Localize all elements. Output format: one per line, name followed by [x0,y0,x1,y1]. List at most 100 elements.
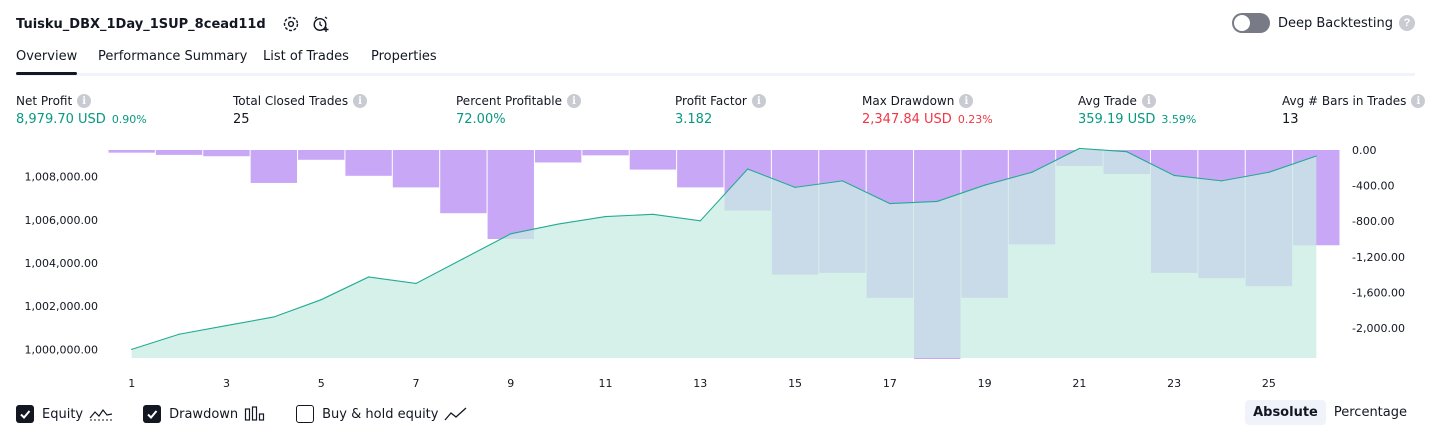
drawdown-bar [298,150,345,160]
left-axis-tick-label: 1,008,000.00 [25,171,98,184]
legend-buy-hold[interactable]: Buy & hold equity [296,405,468,423]
equity-point [841,180,844,182]
left-axis: 1,000,000.00 1,002,000.00 1,004,000.00 1,00… [25,171,98,357]
metric-percent: 3.59% [1161,113,1197,126]
metric-label: Avg Trade [1078,94,1137,108]
equity-point [320,299,322,301]
x-axis: 1 3 5 7 9 11 13 15 17 19 21 23 25 [128,377,1276,390]
x-axis-tick-label: 25 [1262,377,1276,390]
deep-backtesting: Deep Backtesting ? [1231,13,1415,33]
equity-drawdown-chart[interactable]: 1,000,000.00 1,002,000.00 1,004,000.00 1,00… [0,140,1431,396]
x-axis-tick-label: 23 [1167,377,1181,390]
scale-mode-switch: Absolute Percentage [1245,400,1415,425]
equity-point [462,258,464,260]
toggle-knob [1233,15,1250,31]
deep-backtesting-label: Deep Backtesting [1277,15,1393,31]
drawdown-bar [108,150,155,153]
metric-percent-profitable: Percent Profitable i 72.00% [456,94,581,127]
metric-label: Percent Profitable [456,94,562,108]
legend-drawdown[interactable]: Drawdown [143,405,266,423]
x-axis-tick-label: 11 [599,377,613,390]
left-axis-tick-label: 1,004,000.00 [25,257,98,270]
drawdown-bar [487,150,534,240]
checkbox-buy-hold[interactable] [296,405,315,423]
left-axis-tick-label: 1,006,000.00 [25,214,98,227]
equity-point [1173,174,1175,177]
gear-icon[interactable] [280,13,302,35]
equity-point [747,168,749,170]
right-axis: 0.00 -400.00 -800.00 -1,200.00 -1,600.00 -2,0… [1352,144,1405,335]
metric-avg-trade: Avg Trade i 359.19 USD 3.59% [1078,94,1196,127]
tab-properties[interactable]: Properties [371,49,437,64]
tab-overview[interactable]: Overview [16,49,78,75]
equity-wave-icon [89,406,113,422]
drawdown-bar [677,150,724,188]
equity-point [936,200,938,202]
drawdown-bars-icon [244,406,266,422]
alarm-add-icon[interactable] [310,13,332,35]
equity-line [131,147,1317,350]
help-icon[interactable]: ? [1399,15,1415,31]
metric-value: 13 [1282,112,1299,127]
metric-label: Max Drawdown [862,94,955,108]
metric-value: 359.19 USD [1078,112,1156,127]
left-axis-tick-label: 1,002,000.00 [25,300,98,313]
left-axis-tick-label: 1,000,000.00 [25,343,98,356]
tab-performance-summary[interactable]: Performance Summary [98,49,248,64]
metric-value: 72.00% [456,112,506,127]
equity-point [225,325,228,327]
info-icon[interactable]: i [1411,94,1426,108]
info-icon[interactable]: i [353,94,368,108]
equity-point [794,186,796,188]
equity-point [510,233,512,235]
info-icon[interactable]: i [566,94,581,108]
metric-max-drawdown: Max Drawdown i 2,347.84 USD 0.23% [862,94,993,127]
x-axis-tick-label: 15 [788,377,802,390]
equity-point [652,213,654,215]
equity-point [273,316,275,318]
metric-label: Avg # Bars in Trades [1282,94,1407,108]
tab-list-of-trades[interactable]: List of Trades [263,49,349,64]
drawdown-bar [250,150,298,183]
info-icon[interactable]: i [77,94,92,108]
equity-point [1126,151,1128,153]
x-axis-tick-label: 17 [883,377,897,390]
x-axis-tick-label: 21 [1072,377,1086,390]
right-axis-tick-label: -1,200.00 [1352,251,1405,264]
mode-percentage[interactable]: Percentage [1333,405,1407,420]
checkbox-equity[interactable] [16,405,34,423]
drawdown-bar [582,150,629,156]
right-axis-tick-label: 0.00 [1352,144,1377,157]
metric-value: 8,979.70 USD [16,112,106,127]
x-axis-tick-label: 5 [318,377,325,390]
equity-point [1315,155,1317,157]
metric-percent: 0.90% [111,113,147,126]
metric-total-closed-trades: Total Closed Trades i 25 [233,94,368,127]
equity-point [415,282,417,285]
info-icon[interactable]: i [1141,94,1156,108]
metric-label: Net Profit [16,94,73,108]
deep-backtesting-toggle[interactable] [1231,13,1270,33]
legend-equity[interactable]: Equity [16,405,113,423]
right-axis-tick-label: -2,000.00 [1352,322,1405,335]
strategy-title: Tuisku_DBX_1Day_1SUP_8cead11d [16,16,266,32]
equity-point [368,276,370,278]
x-axis-tick-label: 7 [413,377,420,390]
metric-label: Total Closed Trades [233,94,349,108]
chart-legend: Equity Drawdown Buy & hold equity [16,404,498,424]
x-axis-tick-label: 13 [693,377,707,390]
info-icon[interactable]: i [751,94,766,108]
info-icon[interactable]: i [959,94,974,108]
equity-point [1031,171,1033,173]
checkbox-drawdown[interactable] [143,405,162,423]
metric-label: Profit Factor [675,94,747,108]
equity-point [1078,147,1080,150]
equity-point [699,220,701,222]
right-axis-tick-label: -400.00 [1352,180,1394,193]
equity-fill [131,148,1317,358]
line-chart-icon [444,406,468,422]
mode-absolute[interactable]: Absolute [1245,400,1326,425]
metric-profit-factor: Profit Factor i 3.182 [675,94,766,127]
metric-value: 3.182 [675,112,713,127]
equity-area [131,147,1317,358]
